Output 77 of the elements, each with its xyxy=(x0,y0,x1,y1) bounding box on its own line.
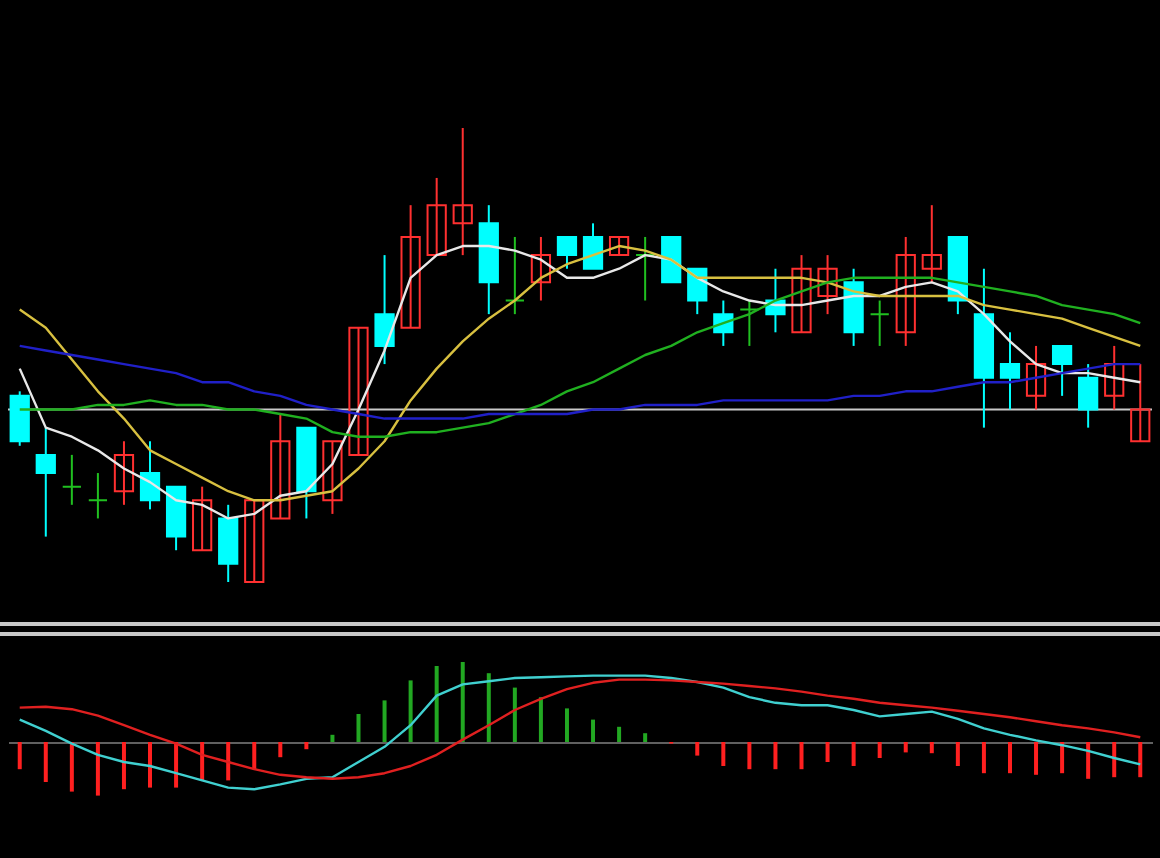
candlestick xyxy=(1130,363,1151,443)
candlestick xyxy=(192,485,213,552)
bar xyxy=(121,742,126,790)
bar xyxy=(43,742,48,782)
candlestick xyxy=(1051,344,1073,397)
candlestick xyxy=(999,331,1021,411)
bar xyxy=(851,742,856,766)
bar xyxy=(825,742,830,762)
candlestick xyxy=(61,453,82,506)
bar xyxy=(591,719,596,742)
candlestick xyxy=(739,299,760,347)
bar xyxy=(1034,742,1039,775)
candlestick xyxy=(582,222,604,270)
bar xyxy=(1060,742,1065,774)
bar xyxy=(69,742,74,792)
bar xyxy=(304,742,309,750)
candlestick xyxy=(921,204,942,284)
candlestick xyxy=(635,235,656,302)
candlestick xyxy=(791,254,812,334)
candlestick xyxy=(608,235,630,257)
bar xyxy=(382,700,387,742)
bar xyxy=(617,726,622,742)
candlestick xyxy=(35,426,56,538)
bar xyxy=(434,666,439,742)
bar xyxy=(252,742,257,770)
bar xyxy=(929,742,934,754)
candlestick xyxy=(556,235,578,270)
candlestick xyxy=(426,176,447,257)
bar xyxy=(200,742,205,781)
bar xyxy=(356,714,361,742)
bar xyxy=(1138,742,1143,778)
bar xyxy=(799,742,804,770)
candlestick xyxy=(87,472,109,520)
bar xyxy=(148,742,153,788)
candlestick xyxy=(374,254,395,366)
candlestick xyxy=(1078,363,1099,429)
bar xyxy=(1007,742,1012,774)
bar xyxy=(773,742,778,770)
candlestick xyxy=(244,499,265,583)
bar xyxy=(330,734,335,742)
candlestick xyxy=(218,503,239,583)
bar xyxy=(643,733,648,742)
candlestick xyxy=(687,267,708,316)
candlestick xyxy=(530,235,552,302)
candlestick xyxy=(1025,344,1047,411)
bar xyxy=(512,687,517,742)
bar xyxy=(695,742,700,756)
bar xyxy=(747,742,752,770)
bar xyxy=(981,742,986,774)
bar xyxy=(408,680,413,742)
bar xyxy=(721,742,726,766)
bar xyxy=(486,673,491,742)
candlestick xyxy=(895,235,916,347)
candlestick xyxy=(1104,344,1125,411)
candlestick xyxy=(348,326,369,456)
candlestick xyxy=(661,235,682,284)
candlestick xyxy=(322,440,343,515)
bar xyxy=(903,742,908,753)
bar xyxy=(564,708,569,742)
bar xyxy=(17,742,22,770)
candlestick xyxy=(113,440,135,506)
candlestick xyxy=(504,235,525,316)
bar xyxy=(226,742,231,781)
candlestick xyxy=(452,127,473,257)
bar xyxy=(538,697,543,742)
candlestick xyxy=(817,254,838,316)
bar xyxy=(278,742,283,758)
bar xyxy=(1086,742,1091,779)
candlestick xyxy=(270,413,291,520)
bar xyxy=(95,742,100,796)
bar xyxy=(877,742,882,758)
candlestick xyxy=(9,390,30,447)
bar xyxy=(1112,742,1117,778)
candlestick xyxy=(869,299,890,347)
bar xyxy=(955,742,960,766)
bar xyxy=(460,662,465,742)
candlestick xyxy=(400,204,421,329)
